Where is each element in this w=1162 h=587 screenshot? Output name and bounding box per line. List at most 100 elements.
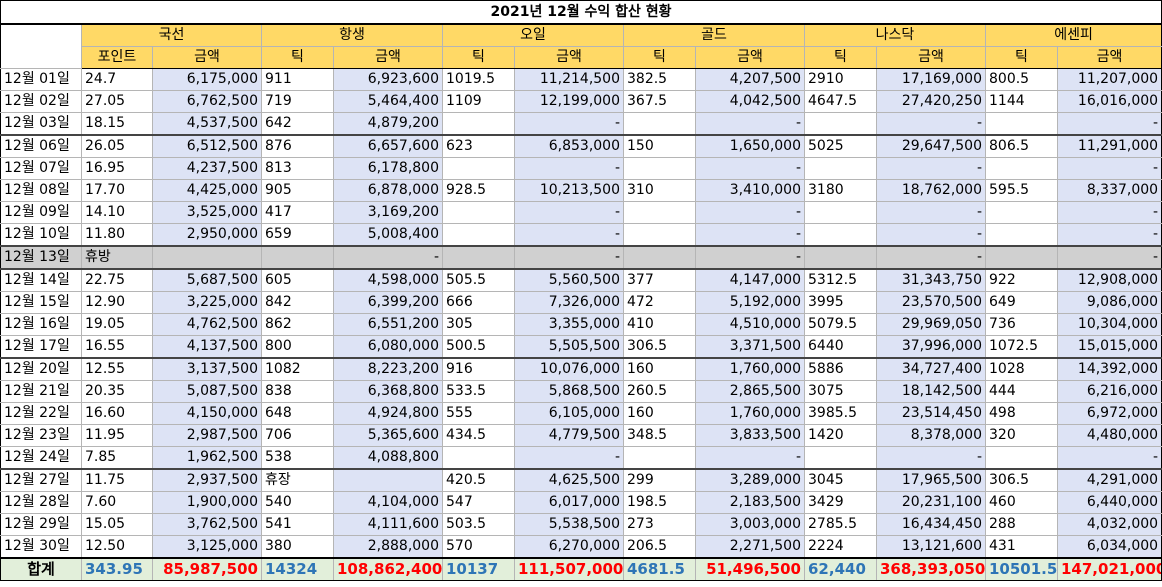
amount-cell[interactable]: - [695,201,805,224]
amount-cell[interactable]: 6,270,000 [514,535,624,559]
tick-cell[interactable] [442,223,515,247]
tick-cell[interactable]: 260.5 [623,380,696,403]
amount-cell[interactable]: 4,924,800 [333,402,443,425]
amount-cell[interactable]: - [876,201,986,224]
date-cell[interactable]: 12월 10일 [0,223,82,247]
amount-cell[interactable]: - [695,223,805,247]
amount-cell[interactable]: 4,291,000 [1056,468,1162,492]
amount-cell[interactable]: 4,598,000 [333,268,443,292]
amount-cell[interactable]: 5,538,500 [514,513,624,536]
date-cell[interactable]: 12월 02일 [0,90,82,113]
tick-cell[interactable]: 1019.5 [442,68,515,91]
tick-cell[interactable]: 642 [261,112,334,136]
amount-cell[interactable]: 2,937,500 [152,468,262,492]
tick-cell[interactable]: 905 [261,179,334,202]
tick-cell[interactable]: 310 [623,179,696,202]
tick-cell[interactable]: 623 [442,134,515,158]
tick-cell[interactable]: 3045 [804,468,877,492]
tick-cell[interactable] [623,112,696,136]
tick-cell[interactable]: 1072.5 [985,335,1058,359]
amount-cell[interactable]: 1,650,000 [695,134,805,158]
amount-cell[interactable]: 4,111,600 [333,513,443,536]
amount-cell[interactable]: 12,199,000 [514,90,624,113]
tick-cell[interactable]: 533.5 [442,380,515,403]
amount-cell[interactable]: 6,853,000 [514,134,624,158]
tick-cell[interactable]: 555 [442,402,515,425]
amount-cell[interactable]: 2,271,500 [695,535,805,559]
point-cell[interactable]: 휴방 [81,245,153,270]
date-cell[interactable]: 12월 21일 [0,380,82,403]
amount-cell[interactable]: 3,762,500 [152,513,262,536]
date-cell[interactable]: 12월 16일 [0,313,82,336]
date-cell[interactable]: 12월 27일 [0,468,82,492]
point-cell[interactable]: 7.85 [81,446,153,470]
amount-cell[interactable]: 2,987,500 [152,424,262,447]
amount-cell[interactable]: - [514,223,624,247]
tick-cell[interactable]: 1109 [442,90,515,113]
amount-cell[interactable]: 9,086,000 [1056,291,1162,314]
point-cell[interactable]: 12.50 [81,535,153,559]
amount-cell[interactable]: 6,923,600 [333,68,443,91]
point-cell[interactable]: 22.75 [81,268,153,292]
point-cell[interactable]: 18.15 [81,112,153,136]
amount-cell[interactable]: 2,888,000 [333,535,443,559]
amount-cell[interactable]: 1,760,000 [695,402,805,425]
date-cell[interactable]: 12월 22일 [0,402,82,425]
tick-cell[interactable]: 4647.5 [804,90,877,113]
tick-cell[interactable] [804,157,877,180]
amount-cell[interactable]: 3,169,200 [333,201,443,224]
tick-cell[interactable]: 6440 [804,335,877,359]
tick-cell[interactable]: 380 [261,535,334,559]
amount-cell[interactable]: 11,207,000 [1056,68,1162,91]
tick-cell[interactable]: 666 [442,291,515,314]
tick-cell[interactable]: 876 [261,134,334,158]
amount-cell[interactable]: 23,514,450 [876,402,986,425]
amount-cell[interactable]: 5,192,000 [695,291,805,314]
tick-cell[interactable]: 595.5 [985,179,1058,202]
tick-cell[interactable]: 2224 [804,535,877,559]
tick-cell[interactable]: 3180 [804,179,877,202]
tick-cell[interactable]: 198.5 [623,491,696,514]
date-cell[interactable]: 12월 06일 [0,134,82,158]
tick-cell[interactable]: 348.5 [623,424,696,447]
date-cell[interactable]: 12월 08일 [0,179,82,202]
point-cell[interactable]: 12.90 [81,291,153,314]
tick-cell[interactable]: 800 [261,335,334,359]
tick-cell[interactable]: 3985.5 [804,402,877,425]
tick-cell[interactable]: 911 [261,68,334,91]
amount-cell[interactable]: 4,104,000 [333,491,443,514]
tick-cell[interactable]: 3075 [804,380,877,403]
tick-cell[interactable]: 306.5 [985,468,1058,492]
amount-cell[interactable]: 4,762,500 [152,313,262,336]
amount-cell[interactable]: 6,551,200 [333,313,443,336]
point-cell[interactable]: 12.55 [81,357,153,381]
tick-cell[interactable]: 3995 [804,291,877,314]
amount-cell[interactable]: 6,512,500 [152,134,262,158]
tick-cell[interactable]: 547 [442,491,515,514]
amount-cell[interactable]: 4,625,500 [514,468,624,492]
date-cell[interactable]: 12월 28일 [0,491,82,514]
tick-cell[interactable]: 160 [623,402,696,425]
amount-cell[interactable]: 6,762,500 [152,90,262,113]
tick-cell[interactable]: 706 [261,424,334,447]
tick-cell[interactable]: 5079.5 [804,313,877,336]
tick-cell[interactable]: 503.5 [442,513,515,536]
amount-cell[interactable]: - [514,157,624,180]
tick-cell[interactable]: 휴장 [261,468,334,492]
tick-cell[interactable] [623,245,696,270]
amount-cell[interactable]: 18,762,000 [876,179,986,202]
amount-cell[interactable]: 7,326,000 [514,291,624,314]
tick-cell[interactable]: 150 [623,134,696,158]
tick-cell[interactable]: 434.5 [442,424,515,447]
point-cell[interactable]: 11.95 [81,424,153,447]
amount-cell[interactable]: 3,371,500 [695,335,805,359]
amount-cell[interactable]: 4,032,000 [1056,513,1162,536]
amount-cell[interactable]: 4,137,500 [152,335,262,359]
point-cell[interactable]: 16.95 [81,157,153,180]
tick-cell[interactable]: 367.5 [623,90,696,113]
tick-cell[interactable] [623,201,696,224]
tick-cell[interactable] [804,112,877,136]
tick-cell[interactable]: 719 [261,90,334,113]
tick-cell[interactable]: 498 [985,402,1058,425]
tick-cell[interactable]: 306.5 [623,335,696,359]
